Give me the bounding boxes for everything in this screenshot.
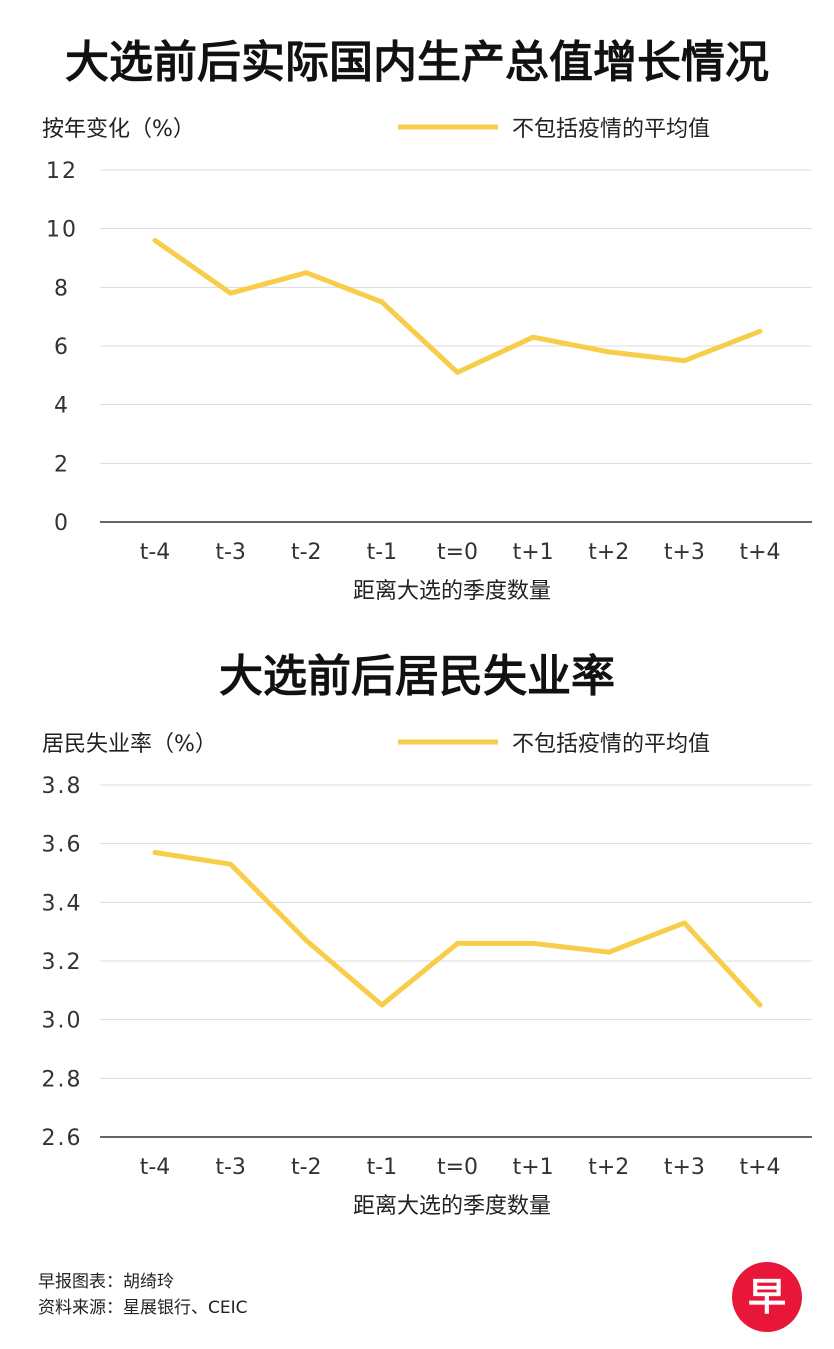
y-tick-label: 3.6 [42, 833, 83, 858]
x-tick-label: t+2 [588, 1155, 629, 1180]
series-line [152, 237, 763, 375]
legend-label: 不包括疫情的平均值 [512, 117, 710, 142]
x-tick-label: t-3 [215, 540, 246, 565]
x-tick-label: t+3 [664, 1155, 705, 1180]
x-tick-label: t+1 [513, 540, 554, 565]
series-line [152, 850, 763, 1008]
x-tick-label: t-3 [215, 1155, 246, 1180]
x-tick-label: t+4 [739, 540, 780, 565]
chart-1-title: 大选前后实际国内生产总值增长情况 [65, 37, 769, 88]
x-axis-label: 距离大选的季度数量 [353, 1194, 551, 1219]
source-line: 资料来源：星展银行、CEIC [38, 1293, 248, 1318]
y-tick-label: 8 [54, 276, 70, 301]
x-tick-label: t-2 [291, 1155, 322, 1180]
x-tick-label: t=0 [437, 1155, 478, 1180]
y-tick-label: 12 [46, 159, 78, 184]
logo-glyph: 早 [748, 1275, 786, 1319]
x-tick-label: t+2 [588, 540, 629, 565]
source-label: 资料来源： [38, 1298, 123, 1318]
credit-line: 早报图表：胡绮玲 [38, 1267, 174, 1292]
x-tick-label: t+4 [739, 1155, 780, 1180]
x-tick-label: t+3 [664, 540, 705, 565]
y-axis-label: 居民失业率（%） [42, 732, 217, 757]
y-tick-label: 10 [46, 218, 78, 243]
y-tick-label: 3.2 [42, 950, 83, 975]
y-tick-label: 0 [54, 511, 70, 536]
y-tick-label: 6 [54, 335, 70, 360]
x-tick-label: t-1 [367, 1155, 398, 1180]
legend-label: 不包括疫情的平均值 [512, 732, 710, 757]
x-tick-label: t-4 [140, 540, 171, 565]
x-axis-label: 距离大选的季度数量 [353, 579, 551, 604]
unemployment-chart: 居民失业率（%） 不包括疫情的平均值 2.6 2.8 3.0 3.2 3.4 3.6 3.8 t-… [42, 732, 812, 1219]
source-value: 星展银行、CEIC [123, 1298, 248, 1318]
credit-value: 胡绮玲 [123, 1272, 174, 1292]
y-tick-label: 3.8 [42, 774, 83, 799]
x-tick-label: t=0 [437, 540, 478, 565]
x-tick-label: t+1 [513, 1155, 554, 1180]
y-tick-label: 4 [54, 394, 70, 419]
y-tick-label: 2.6 [42, 1126, 83, 1151]
y-tick-label: 2.8 [42, 1067, 83, 1092]
y-tick-label: 3.4 [42, 891, 83, 916]
x-tick-label: t-4 [140, 1155, 171, 1180]
y-tick-label: 2 [54, 452, 70, 477]
y-axis-label: 按年变化（%） [42, 117, 195, 142]
x-tick-label: t-2 [291, 540, 322, 565]
x-tick-label: t-1 [367, 540, 398, 565]
gdp-chart: 按年变化（%） 不包括疫情的平均值 0 2 4 6 8 10 12 t-4 t-3 t-2 t-1 t=0… [42, 117, 812, 604]
credit-label: 早报图表： [38, 1272, 123, 1292]
chart-2-title: 大选前后居民失业率 [219, 651, 615, 702]
zaobao-logo-icon: 早 [732, 1262, 802, 1332]
y-tick-label: 3.0 [42, 1009, 83, 1034]
